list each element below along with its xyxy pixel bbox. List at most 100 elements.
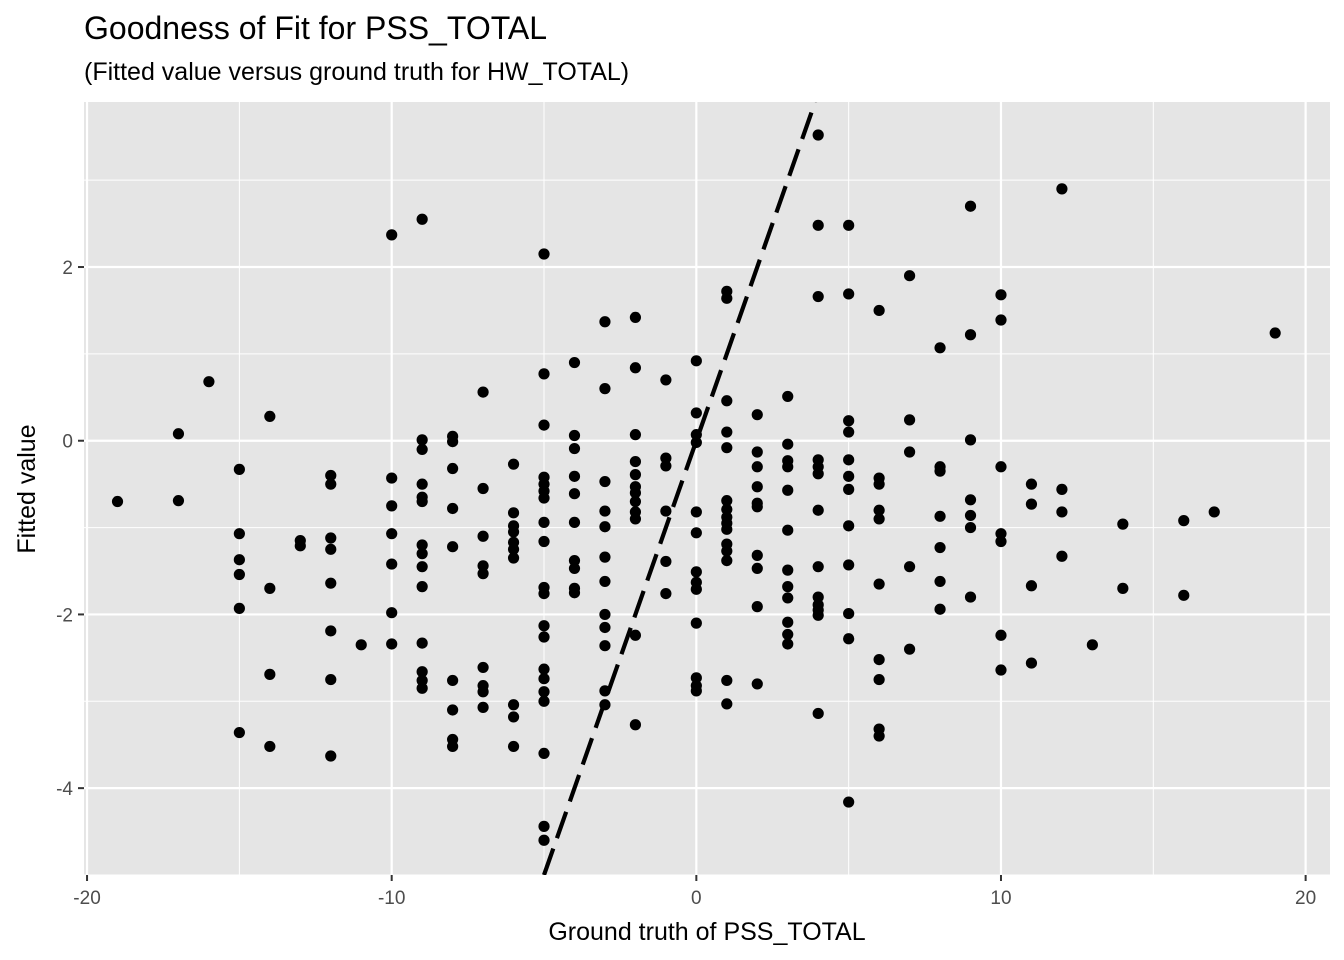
- data-point: [538, 695, 550, 707]
- data-point: [233, 463, 245, 475]
- chart-title: Goodness of Fit for PSS_TOTAL: [84, 10, 548, 46]
- data-point: [660, 452, 672, 464]
- data-point: [477, 661, 489, 674]
- data-point: [599, 316, 611, 328]
- data-point: [233, 726, 245, 739]
- data-point: [812, 129, 824, 141]
- data-point: [1086, 639, 1098, 651]
- data-point: [782, 564, 794, 576]
- data-point: [325, 543, 337, 555]
- data-point: [964, 329, 977, 341]
- data-point: [507, 711, 520, 723]
- data-point: [751, 409, 763, 421]
- y-tick-label: -2: [56, 605, 73, 626]
- data-point: [751, 446, 763, 458]
- data-point: [873, 654, 885, 666]
- data-point: [934, 541, 946, 554]
- data-point: [782, 390, 794, 403]
- x-tick-label: 10: [990, 888, 1011, 909]
- x-tick-label: 20: [1295, 888, 1316, 909]
- data-point: [416, 674, 428, 687]
- data-point: [660, 587, 672, 600]
- data-point: [843, 470, 855, 482]
- data-point: [995, 314, 1007, 326]
- reference-line: [542, 102, 818, 875]
- data-point: [721, 395, 733, 407]
- data-point: [629, 719, 642, 731]
- x-axis: -20 -10 0 10 20: [73, 875, 1316, 909]
- data-point: [568, 562, 581, 575]
- data-point: [751, 461, 763, 473]
- data-point: [812, 504, 824, 516]
- data-point: [690, 407, 702, 419]
- data-point: [507, 507, 520, 519]
- data-point: [812, 219, 824, 231]
- data-point: [843, 426, 855, 438]
- data-point: [568, 587, 581, 599]
- data-point: [568, 488, 581, 500]
- data-point: [416, 548, 428, 560]
- data-point: [507, 699, 520, 711]
- data-point: [690, 429, 702, 441]
- data-point: [964, 494, 977, 506]
- data-point: [660, 460, 672, 472]
- data-point: [507, 526, 520, 538]
- data-point: [751, 562, 763, 575]
- data-point: [782, 628, 794, 641]
- data-point: [233, 528, 245, 540]
- data-point: [447, 674, 459, 687]
- data-point: [416, 637, 428, 649]
- data-point: [782, 438, 794, 450]
- data-point: [751, 501, 763, 513]
- data-point: [386, 472, 398, 484]
- data-point: [538, 820, 550, 832]
- data-point: [690, 436, 702, 449]
- data-point: [538, 535, 550, 548]
- data-point: [264, 410, 276, 423]
- data-point: [599, 383, 611, 395]
- data-point: [1056, 483, 1068, 495]
- data-point: [325, 577, 337, 589]
- data-point: [507, 458, 520, 470]
- data-point: [629, 629, 642, 641]
- data-point: [599, 551, 611, 563]
- data-point: [903, 561, 916, 573]
- data-point: [538, 834, 550, 846]
- data-point: [447, 462, 459, 475]
- data-point: [538, 631, 550, 643]
- data-point: [538, 747, 550, 760]
- data-point: [964, 200, 977, 212]
- data-point: [903, 446, 916, 458]
- y-tick-label: 2: [62, 258, 73, 279]
- data-point: [721, 674, 733, 687]
- data-point: [568, 429, 581, 442]
- data-point: [843, 454, 855, 466]
- data-point: [903, 270, 916, 282]
- data-point: [782, 638, 794, 650]
- data-point: [477, 701, 489, 713]
- reference-line-layer: [542, 102, 818, 875]
- data-point: [538, 663, 550, 675]
- data-point: [629, 469, 642, 481]
- data-point: [751, 481, 763, 493]
- data-point: [477, 530, 489, 542]
- data-point: [447, 435, 459, 448]
- data-point: [111, 495, 124, 508]
- data-point: [690, 672, 702, 684]
- data-point: [416, 682, 428, 694]
- data-point: [690, 583, 702, 595]
- data-point: [447, 541, 459, 553]
- data-point: [995, 629, 1007, 641]
- data-point: [416, 434, 428, 446]
- data-point: [812, 707, 824, 720]
- data-point: [843, 415, 855, 427]
- data-point: [538, 492, 550, 504]
- data-point: [751, 549, 763, 561]
- data-point: [538, 368, 550, 380]
- data-point: [325, 532, 337, 544]
- data-point: [873, 478, 885, 490]
- data-point: [629, 311, 642, 323]
- data-point: [477, 482, 489, 495]
- data-point: [934, 510, 946, 522]
